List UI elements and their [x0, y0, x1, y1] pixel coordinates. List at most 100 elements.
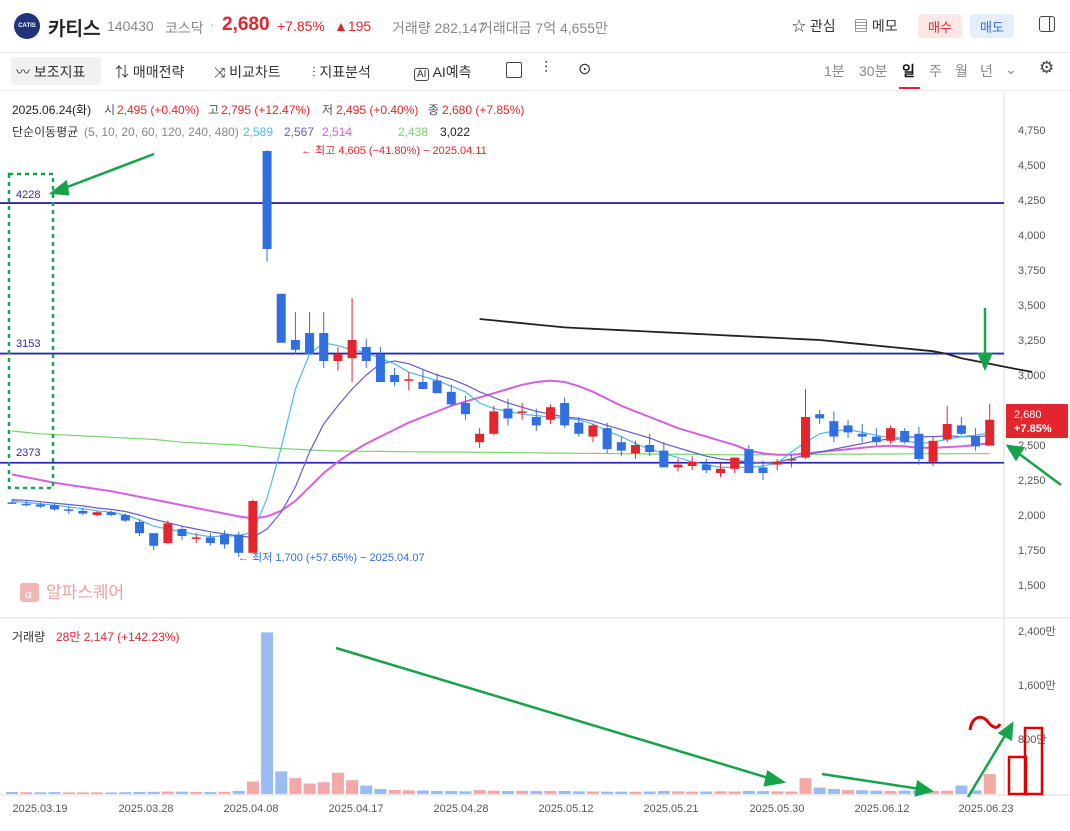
- candle-body: [815, 414, 825, 419]
- period-week[interactable]: 주: [929, 63, 942, 79]
- candle-body: [772, 461, 782, 465]
- chart-toolbar: 〰 보조지표 ⇅ 매매전략 ⤨ 비교차트 ⫶ 지표분석 AI AI예측 ⫶ ⊙ …: [0, 52, 1070, 91]
- candle-body: [64, 509, 74, 511]
- volume-tick-label: 2,400만: [1018, 625, 1056, 638]
- analysis-label: 지표분석: [319, 64, 371, 80]
- candle-body: [574, 422, 584, 434]
- candle-type-icon[interactable]: ⫶: [544, 60, 549, 77]
- candle-body: [645, 445, 655, 452]
- low-marker: ← 최저 1,700 (+57.65%) − 2025.04.07: [238, 551, 425, 564]
- ma5-line: [11, 342, 990, 538]
- candle-body: [716, 468, 725, 473]
- volume-label: 거래량: [12, 630, 45, 644]
- separator-dot: ·: [210, 16, 215, 32]
- volume-tick-label: 1,600만: [1018, 679, 1056, 692]
- volume-bar: [686, 791, 699, 794]
- volume-bar: [827, 788, 840, 794]
- volume-bar: [842, 789, 855, 794]
- shuffle-icon: ⤨: [214, 64, 226, 80]
- volume-bar: [34, 792, 47, 794]
- candle-body: [659, 450, 669, 468]
- annotation-red-box-1: [1007, 755, 1028, 796]
- candle-body: [248, 501, 258, 553]
- memo-button[interactable]: ▤ 메모: [854, 18, 898, 34]
- favorite-button[interactable]: ☆ 관심: [792, 18, 836, 34]
- buy-button[interactable]: 매수: [918, 14, 962, 38]
- date-tick-label: 2025.04.17: [328, 803, 383, 815]
- volume-bar: [190, 791, 203, 794]
- volume-bar: [331, 772, 344, 794]
- indicator-icon: 〰: [16, 64, 30, 80]
- candle-body: [333, 354, 343, 361]
- volume-bar: [771, 791, 784, 794]
- volume-bar: [586, 791, 599, 794]
- info-open-label: 시: [104, 103, 115, 117]
- candle-body: [971, 436, 981, 447]
- annotation-arrowhead-5: [914, 779, 934, 797]
- candle-body: [673, 464, 683, 468]
- candle-body: [942, 424, 952, 440]
- indicator-label: 보조지표: [33, 64, 86, 80]
- ai-button[interactable]: AI AI예측: [414, 62, 472, 82]
- volume-bar: [91, 792, 104, 794]
- info-open: 2,495 (+0.40%): [117, 103, 199, 117]
- ma60-value: 2,438: [398, 125, 428, 139]
- last-price-tag: [1006, 404, 1068, 438]
- compare-button[interactable]: ⤨ 비교차트: [214, 62, 281, 82]
- drawing-box-icon[interactable]: [506, 62, 522, 78]
- info-high: 2,795 (+12.47%): [221, 103, 310, 117]
- period-year[interactable]: 년: [980, 63, 993, 79]
- ma5-value: 2,589: [243, 125, 273, 139]
- info-close: 2,680 (+7.85%): [442, 103, 524, 117]
- candle-body: [163, 523, 173, 543]
- candle-body: [786, 459, 796, 461]
- period-30min[interactable]: 30분: [859, 63, 888, 79]
- price-tick-label: 4,000: [1018, 230, 1046, 242]
- candle-body: [560, 403, 570, 426]
- candle-body: [290, 340, 300, 350]
- chevron-down-icon[interactable]: ⌄: [1005, 61, 1017, 77]
- annotation-arrowhead-1: [48, 179, 70, 196]
- volume-bar: [530, 791, 543, 794]
- volume-bar: [204, 792, 217, 794]
- annotation-arrow-1: [61, 152, 155, 191]
- volume-bar: [785, 791, 798, 794]
- candles-icon: ⫶: [312, 64, 316, 80]
- candle-body: [545, 407, 555, 420]
- side-panel-icon[interactable]: [1039, 16, 1055, 32]
- stock-header: CATIS 카티스 140430 코스닥 · 2,680 +7.85% ▲195…: [0, 0, 1070, 53]
- candle-body: [319, 333, 329, 361]
- volume-bar: [601, 791, 614, 794]
- candle-body: [588, 425, 598, 437]
- annotation-arrowhead-6: [997, 721, 1014, 742]
- company-logo: CATIS: [14, 13, 40, 39]
- candle-body: [602, 428, 612, 450]
- candle-body: [135, 522, 145, 534]
- sell-button[interactable]: 매도: [970, 14, 1014, 38]
- candle-body: [21, 503, 31, 506]
- price-tick-label: 4,250: [1018, 195, 1046, 207]
- price-tick-label: 3,500: [1018, 300, 1046, 312]
- indicator-button[interactable]: 〰 보조지표: [16, 62, 85, 82]
- annotation-arrow-3: [1017, 451, 1062, 487]
- volume-bar: [431, 790, 444, 794]
- volume-bar: [459, 791, 472, 794]
- period-1min[interactable]: 1분: [824, 63, 845, 79]
- period-day[interactable]: 일: [902, 63, 915, 79]
- sort-arrows-icon: ⇅: [115, 64, 129, 80]
- camera-icon[interactable]: ⊙: [578, 61, 592, 78]
- period-month[interactable]: 월: [955, 63, 968, 79]
- stock-code: 140430: [107, 18, 154, 34]
- volume-bar: [289, 778, 302, 794]
- strategy-button[interactable]: ⇅ 매매전략: [115, 62, 184, 82]
- volume-summary: 거래량 282,147: [392, 20, 486, 36]
- candle-body: [7, 502, 17, 504]
- info-close-label: 종: [428, 103, 439, 117]
- volume-bar: [870, 790, 883, 794]
- analysis-button[interactable]: ⫶ 지표분석: [312, 62, 371, 82]
- candle-body: [390, 375, 400, 382]
- candle-body: [744, 449, 754, 473]
- gear-icon[interactable]: ⚙: [1039, 58, 1055, 77]
- volume-bar: [728, 791, 741, 794]
